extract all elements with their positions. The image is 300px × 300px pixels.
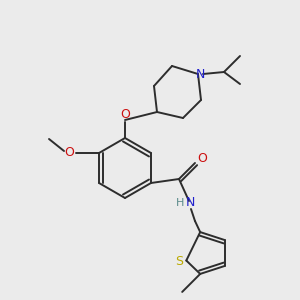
Text: N: N (195, 68, 205, 80)
Text: H: H (176, 198, 184, 208)
Text: O: O (64, 146, 74, 160)
Text: S: S (175, 255, 183, 268)
Text: O: O (197, 152, 207, 166)
Text: N: N (185, 196, 195, 209)
Text: O: O (120, 109, 130, 122)
